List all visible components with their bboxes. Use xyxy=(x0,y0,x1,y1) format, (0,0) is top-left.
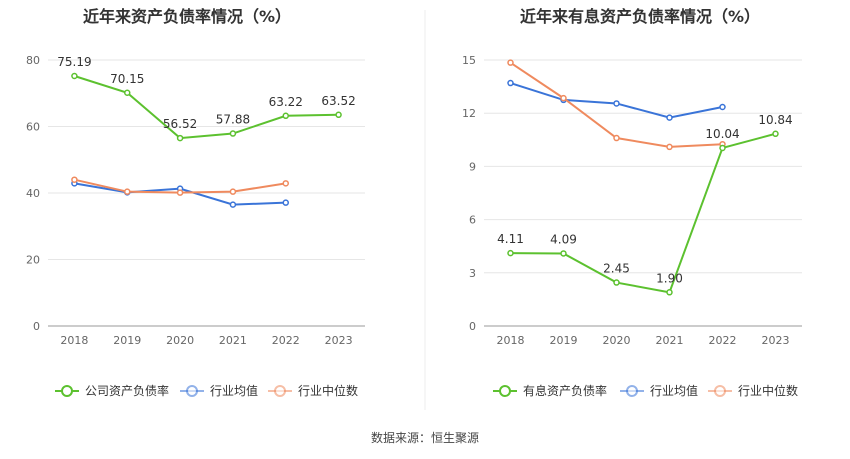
data-point xyxy=(560,250,567,257)
x-tick-label: 2022 xyxy=(709,334,737,347)
x-tick-label: 2018 xyxy=(60,334,88,347)
data-point xyxy=(176,189,184,196)
data-point xyxy=(282,199,289,206)
y-tick-label: 80 xyxy=(26,54,40,67)
data-point xyxy=(666,143,673,151)
data-point xyxy=(772,130,779,138)
data-point xyxy=(71,176,78,183)
y-tick-label: 0 xyxy=(33,320,40,333)
data-label: 4.09 xyxy=(550,232,577,246)
data-source: 数据来源：恒生聚源 xyxy=(371,430,479,445)
x-tick-label: 2020 xyxy=(603,334,631,347)
series-line xyxy=(74,75,339,140)
data-label: 2.45 xyxy=(603,262,630,276)
legend-label: 行业中位数 xyxy=(738,383,798,398)
data-label: 63.22 xyxy=(269,95,303,109)
data-label: 1.90 xyxy=(656,271,683,285)
legend-item[interactable]: 行业均值 xyxy=(620,383,698,398)
data-label: 56.52 xyxy=(163,117,197,131)
data-point xyxy=(666,289,673,296)
legend-marker xyxy=(714,385,726,397)
legend-item[interactable]: 行业中位数 xyxy=(708,383,798,398)
data-point xyxy=(335,111,342,119)
legend-marker xyxy=(274,385,286,397)
chart-interest-bearing-debt-ratio: 近年来有息资产负债率情况（%） 0 3 6 9 12 15 2018 2019 2020 2021 2… xyxy=(462,7,802,398)
chart-debt-ratio: 近年来资产负债率情况（%） 0 20 40 60 80 2018 2019 2020 2021 20… xyxy=(26,7,365,398)
legend-label: 有息资产负债率 xyxy=(523,383,607,398)
series-line xyxy=(510,132,776,294)
y-tick-label: 20 xyxy=(26,254,40,267)
data-label: 70.15 xyxy=(110,72,144,86)
legend-label: 公司资产负债率 xyxy=(85,383,169,398)
legend-label: 行业均值 xyxy=(210,383,258,398)
x-tick-label: 2023 xyxy=(762,334,790,347)
x-tick-label: 2019 xyxy=(113,334,141,347)
data-point xyxy=(613,134,620,142)
legend-item[interactable]: 有息资产负债率 xyxy=(493,383,607,398)
data-label: 63.52 xyxy=(321,94,355,108)
data-point xyxy=(229,201,237,208)
x-tick-label: 2018 xyxy=(497,334,525,347)
data-label: 75.19 xyxy=(57,55,91,69)
x-tick-label: 2021 xyxy=(656,334,684,347)
data-label: 4.11 xyxy=(497,232,524,246)
y-tick-label: 40 xyxy=(26,187,40,200)
x-tick-label: 2020 xyxy=(166,334,194,347)
x-tick-label: 2022 xyxy=(272,334,300,347)
data-point xyxy=(229,188,237,195)
chart-title: 近年来有息资产负债率情况（%） xyxy=(520,7,760,26)
data-point xyxy=(176,134,184,142)
data-label: 10.84 xyxy=(758,113,792,127)
legend-marker xyxy=(61,385,73,397)
data-point xyxy=(613,279,620,286)
chart-title: 近年来资产负债率情况（%） xyxy=(83,7,291,26)
legend-marker xyxy=(499,385,511,397)
legend-item[interactable]: 行业中位数 xyxy=(268,383,358,398)
data-point xyxy=(507,79,514,87)
data-point xyxy=(229,130,237,137)
y-tick-label: 3 xyxy=(469,267,476,280)
y-tick-label: 15 xyxy=(462,54,476,67)
y-tick-label: 60 xyxy=(26,121,40,134)
data-point xyxy=(71,72,78,80)
x-tick-label: 2023 xyxy=(325,334,353,347)
data-point xyxy=(124,89,131,97)
data-point xyxy=(613,100,620,107)
data-point xyxy=(124,188,131,195)
data-point xyxy=(507,249,514,257)
legend-label: 行业均值 xyxy=(650,383,698,398)
data-point xyxy=(719,144,726,152)
y-tick-label: 0 xyxy=(469,320,476,333)
legend-item[interactable]: 行业均值 xyxy=(180,383,258,398)
legend-item[interactable]: 公司资产负债率 xyxy=(55,383,169,398)
data-label: 57.88 xyxy=(216,113,250,127)
legend-marker xyxy=(626,385,638,397)
y-tick-label: 6 xyxy=(469,214,476,227)
data-label: 10.04 xyxy=(705,127,739,141)
data-point xyxy=(282,180,289,187)
data-point xyxy=(507,59,514,66)
legend-label: 行业中位数 xyxy=(298,383,358,398)
x-tick-label: 2019 xyxy=(550,334,578,347)
x-tick-label: 2021 xyxy=(219,334,247,347)
y-tick-label: 9 xyxy=(469,160,476,173)
data-point xyxy=(560,94,567,102)
legend-marker xyxy=(186,385,198,397)
data-point xyxy=(282,112,289,120)
data-point xyxy=(719,103,726,111)
data-point xyxy=(666,114,673,121)
y-tick-label: 12 xyxy=(462,107,476,120)
